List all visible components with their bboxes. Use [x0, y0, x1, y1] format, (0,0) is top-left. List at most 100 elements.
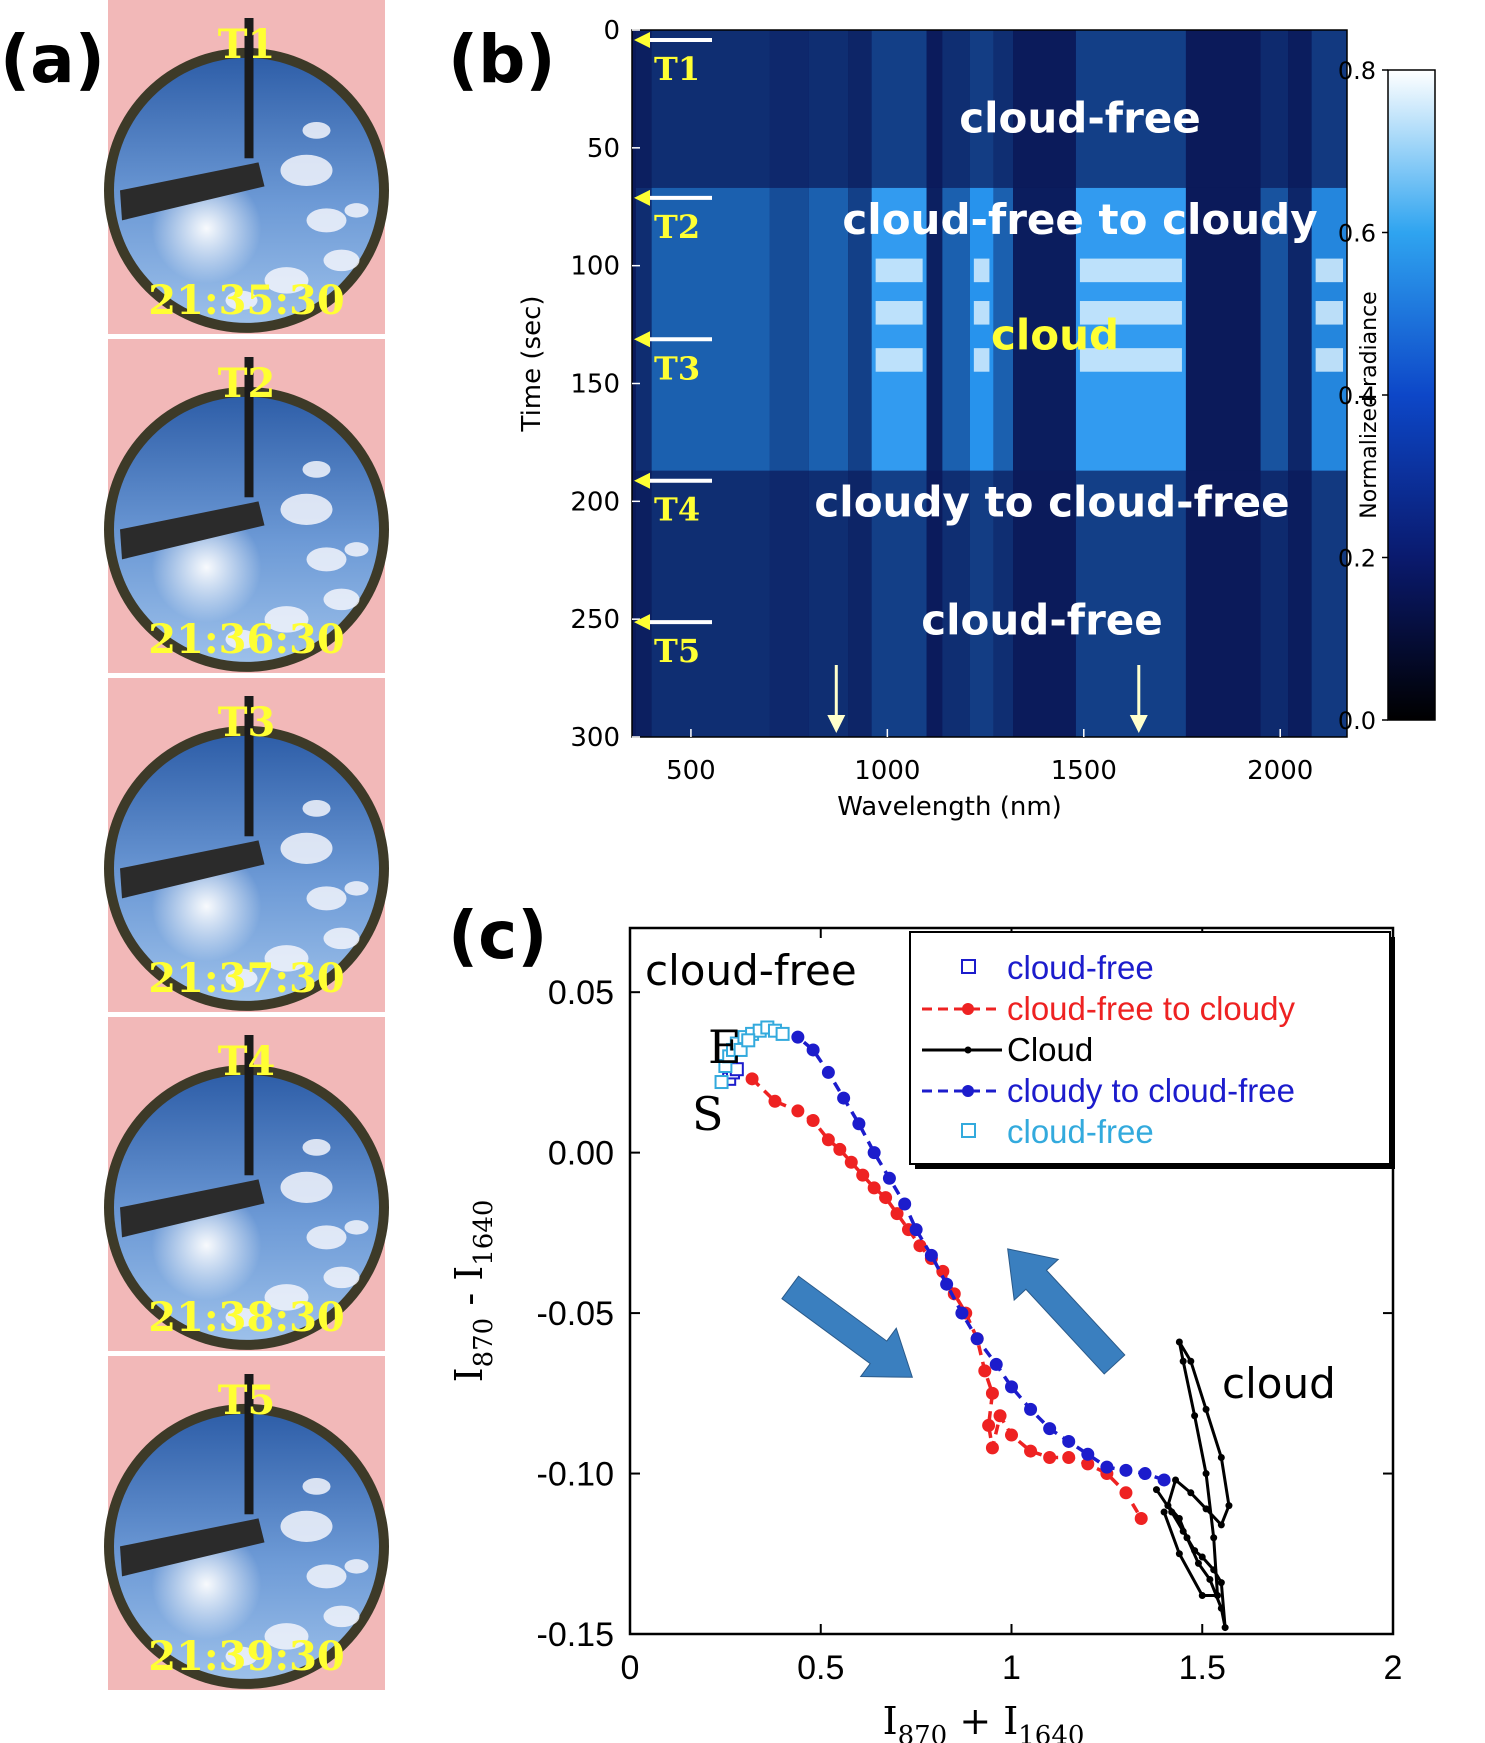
- direction-arrow-up: [1007, 1248, 1126, 1375]
- heatmap-cell: [871, 470, 927, 737]
- heatmap-cell: [1013, 187, 1076, 471]
- heatmap-cell: [635, 30, 652, 188]
- data-point: [1168, 1508, 1176, 1516]
- colorbar-tick-label: 0.4: [1338, 382, 1376, 410]
- data-point: [1119, 1463, 1133, 1477]
- data-point: [1217, 1454, 1225, 1461]
- data-point: [837, 1091, 851, 1105]
- data-point: [791, 1104, 805, 1118]
- heatmap-cell: [1311, 470, 1347, 737]
- data-point: [1179, 1357, 1187, 1365]
- heatmap-cell: [1260, 470, 1289, 737]
- cloud-puff: [306, 547, 347, 572]
- legend-label: Cloud: [1007, 1031, 1093, 1068]
- shadow-band: [120, 162, 265, 221]
- data-point: [1062, 1434, 1076, 1448]
- data-point: [1202, 1405, 1210, 1413]
- shadow-arm: [244, 357, 254, 498]
- legend-item: cloud-free to cloudy: [922, 990, 1295, 1027]
- photo-tag-label: T1: [218, 21, 276, 68]
- heatmap-cell-bright: [1079, 258, 1182, 283]
- cloud-puff: [344, 542, 369, 557]
- data-point: [1202, 1505, 1210, 1513]
- data-point: [714, 1075, 729, 1090]
- data-point: [1217, 1579, 1225, 1587]
- data-point: [745, 1072, 759, 1086]
- heatmap-cell: [1013, 30, 1076, 188]
- data-point: [1175, 1514, 1183, 1522]
- data-point: [1024, 1444, 1038, 1458]
- data-point: [791, 1030, 805, 1044]
- panel-letter-a: (a): [0, 21, 105, 98]
- heatmap-cell: [769, 30, 809, 188]
- heatmap-cell-bright: [973, 348, 990, 372]
- colorbar: 0.0 0.2 0.4 0.6 0.8 Normalized radiance: [1338, 57, 1436, 735]
- heatmap-cell: [1075, 30, 1186, 188]
- x-axis-label-part: I: [883, 1699, 898, 1743]
- data-point: [1206, 1575, 1214, 1583]
- data-point: [1043, 1422, 1057, 1436]
- heatmap-cell-bright: [875, 258, 923, 283]
- heatmap-cell: [1288, 470, 1312, 737]
- heatmap-cell: [848, 30, 872, 188]
- cloud-puff: [306, 208, 347, 233]
- y-tick-label: -0.15: [537, 1616, 615, 1654]
- wavelength-arrow-head: [827, 715, 846, 733]
- cloud-puff: [280, 493, 333, 525]
- y-tick-label: 0.00: [548, 1135, 614, 1173]
- data-point: [989, 1357, 1003, 1371]
- y-tick-label: 0: [603, 16, 620, 46]
- y-tick-label: 300: [570, 723, 620, 753]
- cloud-puff: [264, 1284, 309, 1311]
- shadow-band: [120, 501, 265, 560]
- data-point: [890, 1207, 904, 1221]
- x-axis-label-part: + I: [947, 1699, 1018, 1743]
- wavelength-arrow-head: [1129, 715, 1148, 733]
- data-point: [1100, 1460, 1114, 1474]
- data-point: [1175, 1338, 1183, 1346]
- sky-camera-photo-strip: T1 21:35:30 T2 21:36:30 T3 21:37:30 T4 21:38:30…: [104, 0, 389, 1690]
- data-point: [982, 1418, 996, 1432]
- cloud-puff: [264, 1623, 309, 1650]
- heatmap-cell: [1075, 187, 1186, 471]
- cloud-puff: [302, 799, 331, 817]
- colorbar-tick-label: 0.0: [1338, 707, 1376, 735]
- data-point: [1160, 1508, 1168, 1516]
- shadow-arm: [244, 18, 254, 159]
- heatmap-cell: [769, 470, 809, 737]
- data-point: [940, 1277, 954, 1291]
- cloud-puff: [264, 267, 309, 294]
- cloud-puff: [323, 1605, 360, 1628]
- cloud-puff: [323, 927, 360, 950]
- heatmap-cell-bright: [973, 301, 990, 325]
- data-point: [741, 1033, 756, 1048]
- heatmap-cell-bright: [1079, 301, 1182, 325]
- legend-label: cloud-free: [1007, 949, 1154, 986]
- colorbar-tick-label: 0.2: [1338, 545, 1376, 573]
- data-point: [821, 1065, 835, 1079]
- data-point: [1187, 1357, 1195, 1365]
- data-point: [1210, 1534, 1218, 1542]
- x-axis-label: Wavelength (nm): [837, 792, 1062, 822]
- heatmap-cell: [942, 470, 970, 737]
- heatmap-cell-bright: [1315, 348, 1343, 372]
- shadow-band: [120, 1518, 265, 1577]
- cloud-puff: [323, 588, 360, 611]
- heatmap-cell: [635, 470, 652, 737]
- x-tick-label: 0.5: [797, 1649, 844, 1687]
- data-point: [985, 1386, 999, 1400]
- x-tick-label: 1: [1002, 1649, 1021, 1687]
- sky-photo: T4 21:38:30: [104, 1017, 389, 1351]
- data-point: [1214, 1591, 1222, 1599]
- heatmap-cell: [1288, 30, 1312, 188]
- scatter-marker-start: S: [692, 1087, 724, 1141]
- time-marker-label: T3: [654, 349, 700, 387]
- panel-letter-c: (c): [448, 897, 547, 974]
- cloud-puff: [225, 1646, 258, 1666]
- scatter-annotation-cloud: cloud: [1222, 1359, 1336, 1408]
- panel-letter-b: (b): [448, 21, 556, 98]
- data-point: [852, 1117, 866, 1131]
- legend-swatch-dot: [964, 1046, 972, 1054]
- data-point: [1175, 1550, 1183, 1558]
- series-cloud-free: [714, 1020, 790, 1090]
